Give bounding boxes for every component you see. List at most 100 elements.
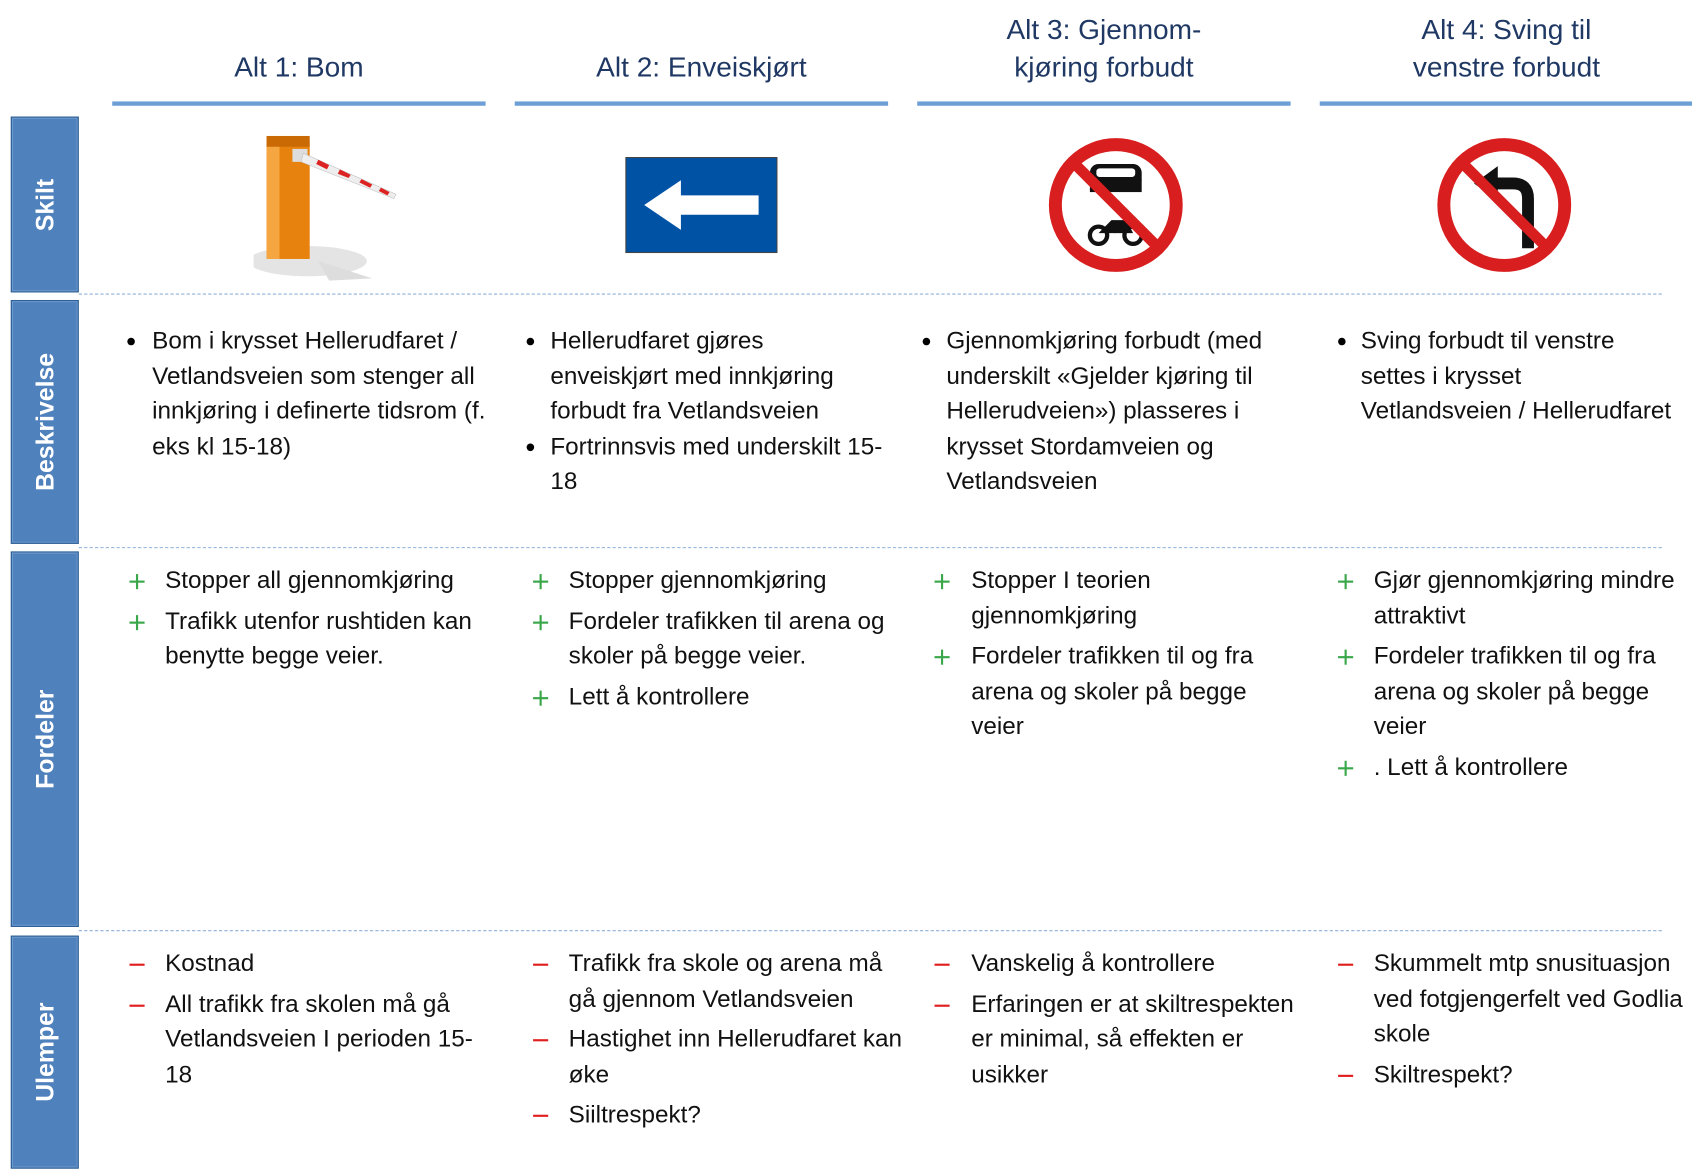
item-text: . Lett å kontrollere — [1373, 752, 1569, 780]
row-label: Skilt — [30, 178, 59, 231]
bullet — [533, 574, 549, 590]
description-list: Sving forbudt til venstre settes i kryss… — [1338, 324, 1674, 429]
item-text: Skiltrespekt? — [1373, 1060, 1513, 1088]
advantages-item: Fordeler trafikken til og fra arena og s… — [1338, 639, 1687, 744]
disadvantages-item: Kostnad — [129, 946, 499, 981]
item-text: Fordeler trafikken til og fra arena og s… — [971, 642, 1254, 740]
disadvantages-item: Vanskelig å kontrollere — [934, 946, 1306, 981]
bullet — [129, 614, 145, 630]
bullet — [1338, 1074, 1354, 1077]
column-header: Alt 4: Sving til venstre forbudt — [1320, 0, 1692, 86]
disadvantages-item: Erfaringen er at skiltrespekten er minim… — [934, 987, 1306, 1092]
bullet — [533, 690, 549, 706]
advantages-item: Fordeler trafikken til og fra arena og s… — [934, 639, 1306, 744]
item-text: All trafikk fra skolen må gå Vetlandsvei… — [165, 990, 473, 1088]
item-text: Hastighet inn Hellerudfaret kan øke — [568, 1025, 903, 1088]
header-line: Alt 2: Enveiskjørt — [596, 50, 807, 84]
bullet — [1338, 760, 1354, 776]
advantages-item: Gjør gjennomkjøring mindre attraktivt — [1338, 563, 1687, 633]
advantages-list: Stopper I teorien gjennomkjøring Fordeler… — [934, 563, 1306, 749]
item-text: Gjennomkjøring forbudt (med underskilt «… — [946, 326, 1263, 495]
bullet — [934, 963, 950, 966]
item-text: Stopper gjennomkjøring — [568, 566, 827, 594]
item-text: Vanskelig å kontrollere — [971, 949, 1216, 977]
bullet — [526, 442, 535, 451]
bullet — [533, 963, 549, 966]
advantages-list: Stopper gjennomkjøring Fordeler trafikken… — [533, 563, 903, 719]
bullet — [1338, 649, 1354, 665]
header-underline — [514, 101, 889, 106]
disadvantages-item: Skiltrespekt? — [1338, 1057, 1687, 1092]
item-text: Trafikk fra skole og arena må gå gjennom… — [568, 949, 883, 1012]
no-left-turn-sign — [1437, 138, 1572, 272]
advantages-item: Lett å kontrollere — [533, 679, 903, 714]
row-label-box: Ulemper — [10, 935, 79, 1169]
item-text: Fordeler trafikken til og fra arena og s… — [1373, 642, 1656, 740]
description-list: Bom i krysset Hellerudfaret / Vetlandsve… — [127, 324, 486, 464]
item-text: Fordeler trafikken til arena og skoler p… — [568, 606, 885, 670]
bullet — [533, 614, 549, 630]
divider — [78, 930, 1662, 932]
one-way-sign — [625, 157, 778, 254]
disadvantages-list: Trafikk fra skole og arena må gå gjennom… — [533, 946, 903, 1138]
header-line: Alt 3: Gjennom- — [1006, 12, 1202, 46]
barrier-icon — [253, 135, 397, 281]
bullet — [129, 1004, 145, 1007]
item-text: Stopper all gjennomkjøring — [165, 566, 454, 594]
description-item: Sving forbudt til venstre settes i kryss… — [1338, 324, 1674, 429]
description-item: Bom i krysset Hellerudfaret / Vetlandsve… — [127, 324, 486, 464]
item-text: Lett å kontrollere — [568, 682, 750, 710]
item-text: Erfaringen er at skiltrespekten er minim… — [971, 990, 1294, 1088]
bullet — [533, 1114, 549, 1117]
row-label: Ulemper — [30, 1002, 59, 1102]
header-underline — [112, 101, 486, 106]
bullet — [127, 337, 135, 346]
bullet — [533, 1039, 549, 1042]
disadvantages-list: Kostnad All trafikk fra skolen må gå Vetl… — [129, 946, 499, 1097]
advantages-item: Stopper gjennomkjøring — [533, 563, 903, 598]
column-header: Alt 3: Gjennom-kjøring forbudt — [917, 0, 1290, 86]
description-item: Hellerudfaret gjøres enveiskjørt med inn… — [526, 324, 885, 429]
header-line: kjøring forbudt — [1014, 50, 1194, 84]
description-list: Hellerudfaret gjøres enveiskjørt med inn… — [526, 324, 885, 499]
description-item: Gjennomkjøring forbudt (med underskilt «… — [922, 324, 1281, 499]
advantages-item: Stopper I teorien gjennomkjøring — [934, 563, 1306, 633]
bullet — [1338, 574, 1354, 590]
row-label-box: Fordeler — [10, 551, 79, 927]
divider — [78, 547, 1662, 549]
header-underline — [1319, 101, 1692, 106]
row-label: Beskrivelse — [30, 352, 59, 491]
advantages-item: Stopper all gjennomkjøring — [129, 563, 499, 598]
bullet — [129, 963, 145, 966]
row-label-box: Skilt — [10, 116, 79, 293]
disadvantages-item: Hastighet inn Hellerudfaret kan øke — [533, 1022, 903, 1092]
disadvantages-item: Trafikk fra skole og arena må gå gjennom… — [533, 946, 903, 1016]
row-label: Fordeler — [30, 689, 59, 789]
bullet — [129, 574, 145, 590]
disadvantages-item: Skummelt mtp snusituasjon ved fotgjenger… — [1338, 946, 1687, 1051]
bullet — [1338, 963, 1354, 966]
description-item: Fortrinnsvis med underskilt 15-18 — [526, 429, 885, 499]
bullet — [922, 337, 931, 346]
header-underline — [917, 101, 1291, 106]
header-line: Alt 1: Bom — [234, 50, 364, 84]
item-text: Siiltrespekt? — [568, 1100, 701, 1128]
item-text: Gjør gjennomkjøring mindre attraktivt — [1373, 566, 1675, 629]
advantages-item: . Lett å kontrollere — [1338, 749, 1687, 784]
bullet — [526, 337, 535, 346]
item-text: Sving forbudt til venstre settes i kryss… — [1360, 326, 1672, 425]
description-list: Gjennomkjøring forbudt (med underskilt «… — [922, 324, 1281, 499]
item-text: Skummelt mtp snusituasjon ved fotgjenger… — [1373, 949, 1683, 1047]
column-header: Alt 1: Bom — [112, 0, 485, 86]
disadvantages-item: All trafikk fra skolen må gå Vetlandsvei… — [129, 987, 499, 1092]
header-line: Alt 4: Sving til — [1421, 12, 1592, 46]
disadvantages-item: Siiltrespekt? — [533, 1097, 903, 1132]
bullet — [934, 649, 950, 665]
bullet — [934, 1004, 950, 1007]
item-text: Stopper I teorien gjennomkjøring — [971, 566, 1151, 629]
advantages-list: Gjør gjennomkjøring mindre attraktivt For… — [1338, 563, 1687, 790]
no-through-traffic-sign — [1048, 138, 1183, 272]
item-text: Fortrinnsvis med underskilt 15-18 — [550, 432, 883, 495]
